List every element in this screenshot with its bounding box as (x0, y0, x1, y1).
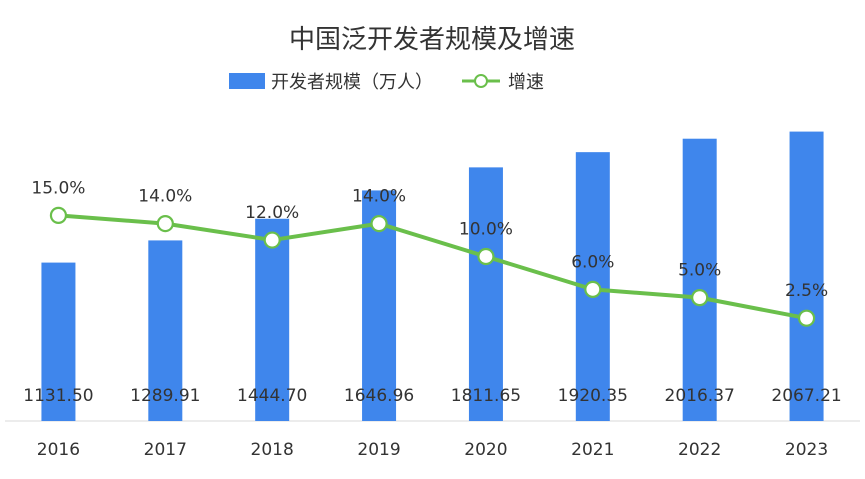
growth-label-2020: 10.0% (459, 220, 513, 240)
growth-line (49, 206, 816, 327)
bar-2020 (468, 167, 503, 421)
chart-title: 中国泛开发者规模及增速 (289, 25, 575, 55)
growth-point-2018 (263, 231, 281, 249)
x-tick-2022: 2022 (678, 440, 721, 460)
growth-label-2023: 2.5% (785, 281, 828, 301)
labels: 1131.50 1289.91 1444.70 1646.96 1811.65 1920.… (23, 178, 841, 460)
legend-bar-label: 开发者规模（万人） (271, 72, 433, 93)
growth-point-2019 (370, 215, 388, 233)
x-tick-2017: 2017 (144, 440, 187, 460)
growth-point-2020 (477, 247, 495, 266)
growth-point-2022 (691, 289, 709, 307)
growth-label-2018: 12.0% (245, 203, 299, 223)
bar-value-label-2021: 1920.35 (558, 386, 628, 406)
legend: 开发者规模（万人） 增速 (229, 72, 544, 93)
x-tick-2019: 2019 (357, 440, 400, 460)
x-tick-2018: 2018 (251, 440, 294, 460)
growth-label-2022: 5.0% (678, 261, 721, 281)
bar-2017 (148, 240, 183, 421)
bar-value-label-2017: 1289.91 (130, 386, 200, 406)
bar-value-label-2019: 1646.96 (344, 386, 414, 406)
x-tick-2021: 2021 (571, 440, 614, 460)
growth-label-2019: 14.0% (352, 187, 406, 207)
legend-bar-swatch (229, 73, 265, 89)
growth-label-2021: 6.0% (571, 252, 614, 272)
x-tick-2023: 2023 (785, 440, 828, 460)
legend-line-marker (474, 74, 488, 88)
legend-line-label: 增速 (508, 72, 544, 93)
x-tick-2020: 2020 (464, 440, 507, 460)
growth-point-2017 (156, 215, 174, 233)
growth-point-2021 (584, 280, 602, 298)
growth-label-2017: 14.0% (138, 187, 192, 207)
bar-2016 (41, 262, 76, 421)
bar-value-label-2023: 2067.21 (771, 386, 841, 406)
bar-2018 (255, 218, 290, 421)
bar-2023 (789, 131, 824, 421)
bar-value-label-2022: 2016.37 (665, 386, 735, 406)
growth-point-2023 (797, 309, 816, 327)
bar-value-label-2016: 1131.50 (23, 386, 93, 406)
x-tick-2016: 2016 (37, 440, 80, 460)
bar-value-label-2018: 1444.70 (237, 386, 307, 406)
growth-label-2016: 15.0% (31, 178, 85, 198)
growth-line-path (58, 213, 807, 321)
bar-2022 (682, 138, 717, 422)
growth-point-2016 (49, 206, 68, 224)
bar-value-label-2020: 1811.65 (451, 386, 521, 406)
